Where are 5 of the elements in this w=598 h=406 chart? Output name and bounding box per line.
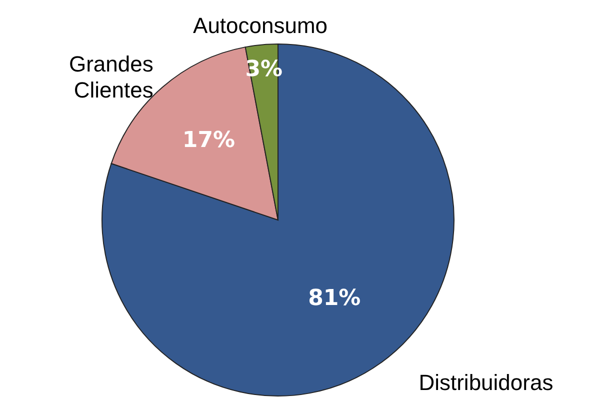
slice-label: Autoconsumo bbox=[193, 12, 328, 38]
data-label: 17% bbox=[182, 128, 236, 153]
slice-label: Distribuidoras bbox=[418, 370, 554, 394]
slice-label: Grandes Clientes bbox=[68, 51, 154, 102]
data-label: 81% bbox=[308, 286, 361, 312]
